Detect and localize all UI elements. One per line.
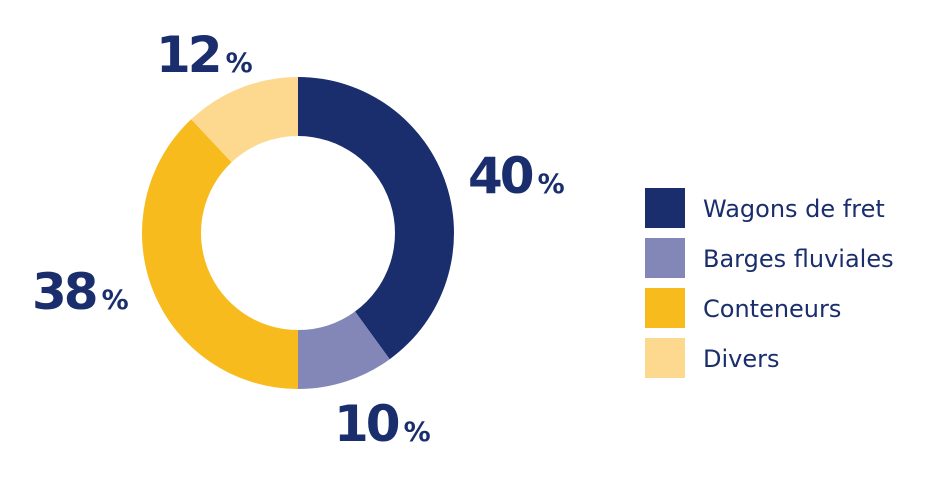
slice-conteneurs <box>141 119 298 390</box>
legend-label-wagons-de-fret: Wagons de fret <box>703 195 885 223</box>
value-label-divers: 12% <box>156 26 253 84</box>
legend-swatch-wagons-de-fret <box>645 188 685 228</box>
legend: Wagons de fret Barges fluviales Conteneurs… <box>645 188 894 378</box>
legend-item-wagons-de-fret: Wagons de fret <box>645 188 885 228</box>
donut-slices <box>141 77 454 390</box>
legend-item-barges-fluviales: Barges fluviales <box>645 238 894 278</box>
slice-barges-fluviales <box>298 311 390 390</box>
value-label-conteneurs: 38% <box>32 263 129 321</box>
slice-divers <box>191 77 298 163</box>
legend-label-barges-fluviales: Barges fluviales <box>703 245 894 273</box>
value-label-wagons-de-fret: 40% <box>468 147 565 205</box>
legend-swatch-barges-fluviales <box>645 238 685 278</box>
slice-wagons-de-fret <box>298 77 454 360</box>
legend-label-divers: Divers <box>703 345 780 373</box>
value-label-barges-fluviales: 10% <box>334 395 431 453</box>
value-labels: 40 % 10 % 38 % 12% <box>32 26 565 453</box>
legend-swatch-divers <box>645 338 685 378</box>
legend-label-conteneurs: Conteneurs <box>703 295 841 323</box>
legend-item-divers: Divers <box>645 338 780 378</box>
legend-item-conteneurs: Conteneurs <box>645 288 841 328</box>
legend-swatch-conteneurs <box>645 288 685 328</box>
